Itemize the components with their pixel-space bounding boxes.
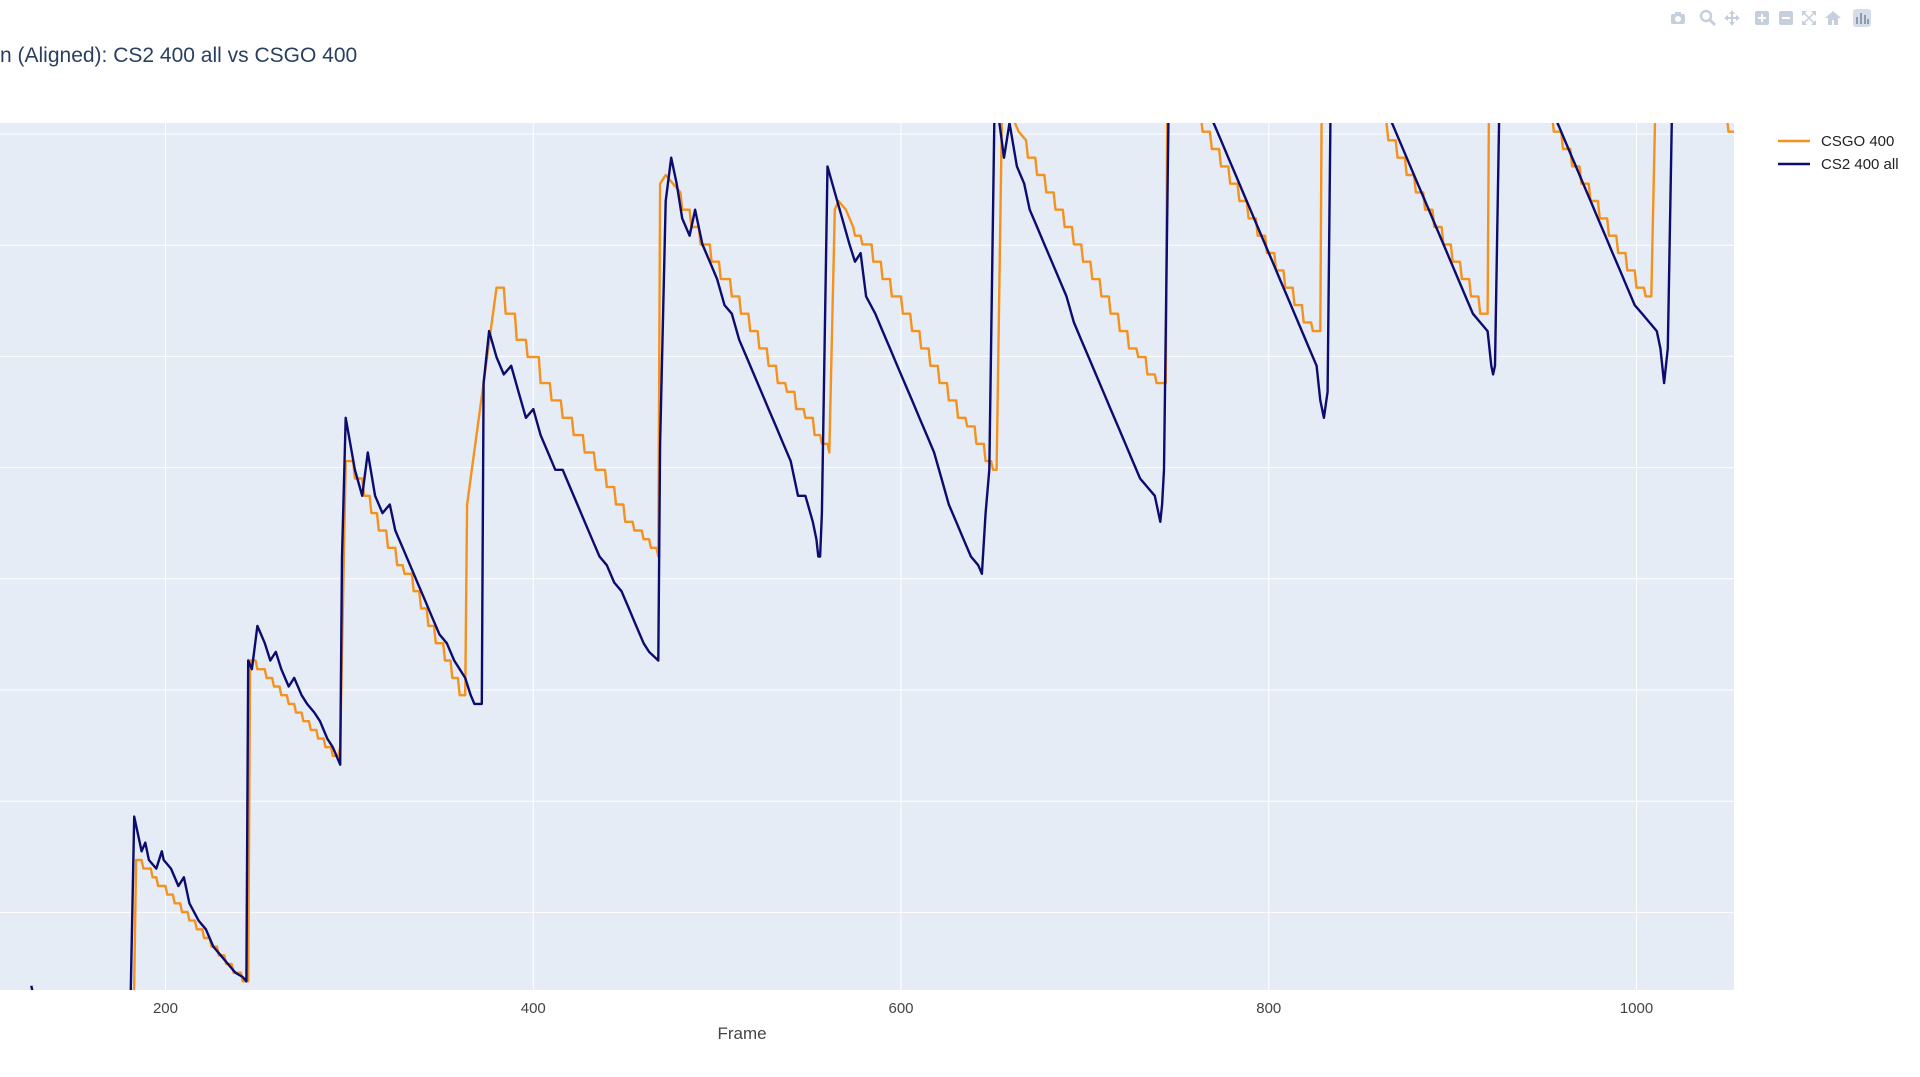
legend-label: CS2 400 all	[1821, 156, 1899, 173]
x-tick-label: 800	[1256, 1000, 1281, 1017]
legend-item[interactable]: CS2 400 all	[1778, 156, 1899, 173]
chart-title: n (Aligned): CS2 400 all vs CSGO 400	[0, 44, 358, 67]
x-tick-label: 1000	[1620, 1000, 1653, 1017]
plot-area[interactable]	[0, 123, 1734, 990]
x-tick-label: 200	[153, 1000, 178, 1017]
zoom-out-icon[interactable]	[1776, 8, 1796, 28]
series-line-csgo-400[interactable]	[131, 36, 1920, 1024]
series-layer	[30, 36, 1920, 1024]
legend-item[interactable]: CSGO 400	[1778, 133, 1894, 150]
legend: CSGO 400 CS2 400 all	[1778, 133, 1899, 173]
x-tick-label: 600	[889, 1000, 914, 1017]
autoscale-icon[interactable]	[1799, 8, 1819, 28]
camera-icon[interactable]	[1668, 8, 1688, 28]
x-tick-label: 400	[521, 1000, 546, 1017]
zoom-in-icon[interactable]	[1752, 8, 1772, 28]
vertical-gridlines	[164, 123, 1638, 990]
zoom-icon[interactable]	[1698, 8, 1718, 28]
x-axis-title: Frame	[717, 1024, 766, 1043]
plotly-logo-icon[interactable]	[1852, 8, 1872, 28]
pan-icon[interactable]	[1722, 8, 1742, 28]
legend-label: CSGO 400	[1821, 133, 1894, 150]
reset-axes-icon[interactable]	[1823, 8, 1843, 28]
series-line-cs2-400-all[interactable]	[30, 36, 1920, 1016]
x-axis-ticks: 200 400 600 800 1000	[153, 1000, 1653, 1017]
